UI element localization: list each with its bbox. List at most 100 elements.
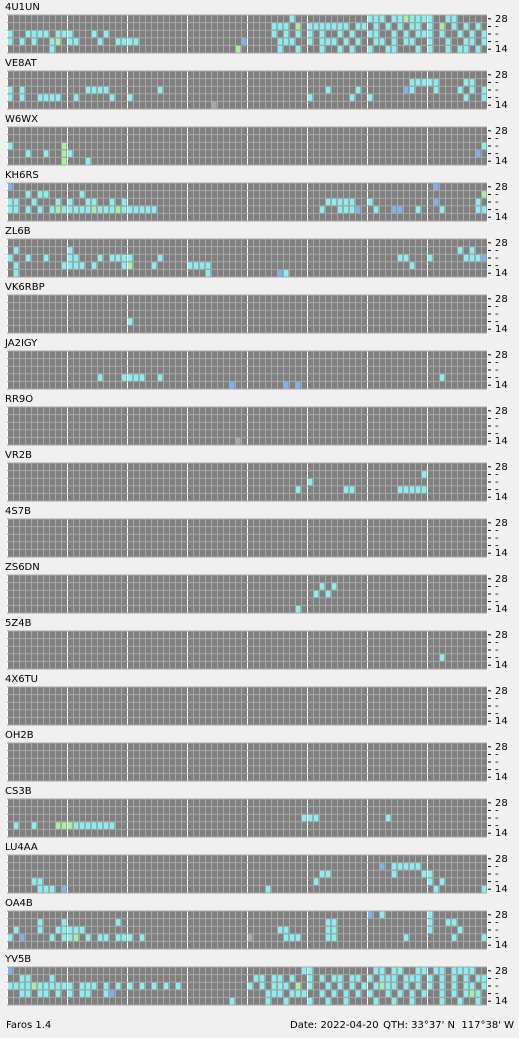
cell xyxy=(37,30,43,38)
row-label: - xyxy=(495,765,499,776)
cell xyxy=(37,191,43,198)
cell xyxy=(283,381,289,389)
cell xyxy=(151,262,157,269)
row-label: 14 xyxy=(495,828,508,839)
cell xyxy=(67,254,73,262)
row-label: - xyxy=(495,77,499,88)
cell xyxy=(361,23,367,30)
cell xyxy=(121,262,127,269)
cell xyxy=(475,45,481,53)
row-label: 14 xyxy=(495,156,508,167)
cell xyxy=(319,206,325,213)
cell xyxy=(31,30,37,38)
cell xyxy=(325,926,331,934)
cell xyxy=(457,926,463,934)
station-name: KH6RS xyxy=(5,170,39,181)
cell xyxy=(265,990,271,997)
cell xyxy=(193,262,199,269)
cell xyxy=(319,583,325,590)
cell xyxy=(337,982,343,990)
cell xyxy=(415,486,421,493)
cell xyxy=(103,30,109,38)
cell xyxy=(349,45,355,53)
cell xyxy=(397,967,403,975)
cell xyxy=(307,38,313,45)
cell xyxy=(67,150,73,157)
cell xyxy=(151,982,157,990)
cell xyxy=(79,822,85,829)
cell xyxy=(271,990,277,997)
cell xyxy=(355,990,361,997)
cell xyxy=(25,206,31,213)
row-label: - xyxy=(495,21,499,32)
cell xyxy=(79,191,85,198)
cell xyxy=(277,45,283,53)
cell xyxy=(277,23,283,30)
cell xyxy=(391,975,397,982)
cell xyxy=(439,878,445,885)
cell xyxy=(229,997,235,1005)
row-label: - xyxy=(495,813,499,824)
cell xyxy=(463,94,469,101)
cell xyxy=(205,269,211,277)
cell xyxy=(295,30,301,38)
cell xyxy=(415,982,421,990)
cell xyxy=(325,870,331,878)
cell xyxy=(421,967,427,975)
cell xyxy=(61,885,67,893)
cell xyxy=(61,157,67,165)
cell xyxy=(271,30,277,38)
cell xyxy=(79,982,85,990)
cell xyxy=(7,38,13,45)
cell xyxy=(439,967,445,975)
cell xyxy=(481,191,487,198)
cell xyxy=(91,86,97,94)
cell xyxy=(481,94,487,101)
cell xyxy=(415,79,421,86)
row-label: - xyxy=(495,581,499,592)
row-label: - xyxy=(495,869,499,880)
cell xyxy=(97,206,103,213)
row-label: 28 xyxy=(495,574,508,585)
cell xyxy=(37,885,43,893)
row-label: 14 xyxy=(495,268,508,279)
row-label: - xyxy=(495,141,499,152)
cell xyxy=(79,206,85,213)
cell xyxy=(295,934,301,941)
cell xyxy=(37,982,43,990)
cell xyxy=(295,486,301,493)
cell xyxy=(451,967,457,975)
cell xyxy=(481,30,487,38)
cell xyxy=(427,975,433,982)
cell xyxy=(37,878,43,885)
cell xyxy=(277,269,283,277)
cell xyxy=(307,23,313,30)
cell xyxy=(349,486,355,493)
row-label: - xyxy=(495,989,499,1000)
cell xyxy=(295,45,301,53)
cell xyxy=(73,254,79,262)
cell xyxy=(121,934,127,941)
cell xyxy=(49,38,55,45)
cell xyxy=(415,15,421,23)
cell xyxy=(355,23,361,30)
cell xyxy=(85,198,91,206)
cell xyxy=(427,982,433,990)
cell xyxy=(295,381,301,389)
cell xyxy=(325,982,331,990)
cell xyxy=(265,997,271,1005)
row-label: - xyxy=(495,541,499,552)
cell xyxy=(157,86,163,94)
cell xyxy=(73,926,79,934)
cell xyxy=(139,206,145,213)
station-name: W6WX xyxy=(5,114,38,125)
cell xyxy=(67,990,73,997)
cell xyxy=(25,254,31,262)
cell xyxy=(55,94,61,101)
row-label: - xyxy=(495,645,499,656)
cell xyxy=(319,870,325,878)
cell xyxy=(67,982,73,990)
